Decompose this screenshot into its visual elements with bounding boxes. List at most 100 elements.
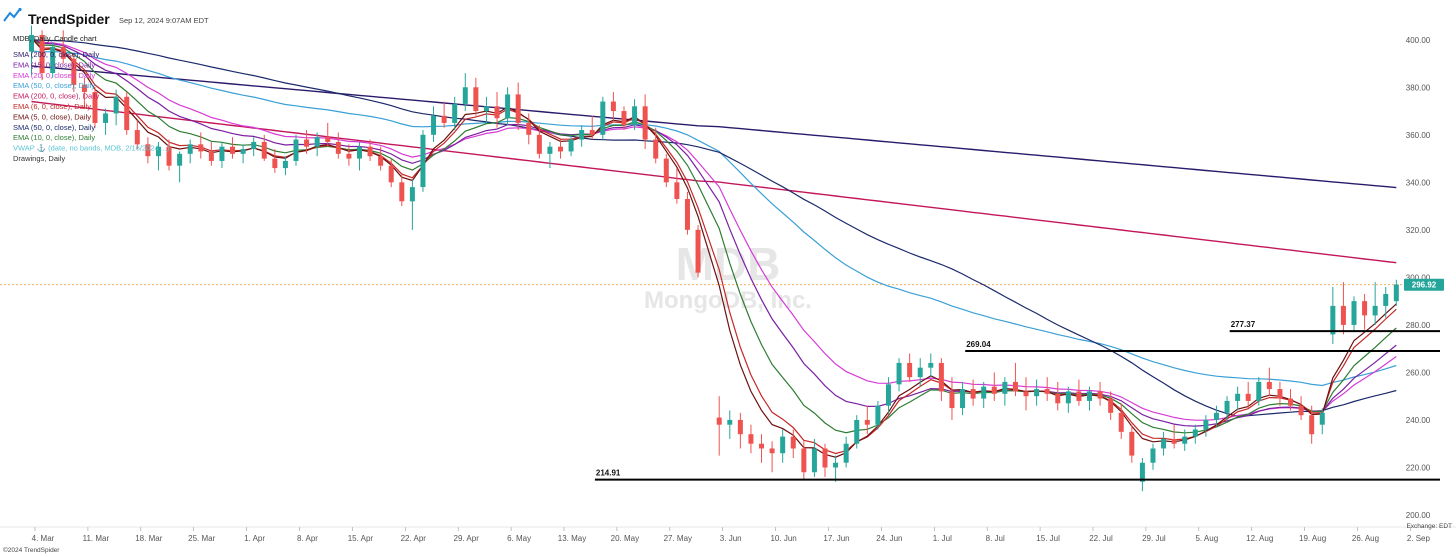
candle-body (1044, 389, 1050, 394)
candle-body (536, 134, 542, 154)
candle-body (769, 448, 775, 454)
candle-body (71, 58, 77, 85)
candle-body (1055, 393, 1061, 404)
ema15-line (31, 38, 1397, 427)
candle-body (1235, 393, 1241, 401)
y-tick-label: 380.00 (1406, 83, 1431, 92)
candle-body (420, 134, 426, 188)
candle-body (1298, 405, 1304, 416)
y-tick-label: 260.00 (1406, 368, 1431, 377)
candle-body (1150, 448, 1156, 463)
x-tick-label: 20. May (611, 534, 639, 543)
candle-body (854, 419, 860, 444)
x-tick-label: 1. Apr (244, 534, 265, 543)
candle-body (558, 146, 563, 152)
candle-body (970, 389, 976, 399)
x-tick-label: 22. Apr (401, 534, 427, 543)
candle-body (251, 141, 257, 150)
ema10-line (31, 38, 1397, 434)
ema20-line (31, 38, 1397, 421)
candle-body (208, 151, 214, 161)
candle-body (50, 46, 56, 74)
candle-body (155, 146, 161, 157)
candle-body (166, 146, 172, 166)
candle-body (346, 153, 352, 159)
candle-body (1340, 305, 1346, 325)
x-tick-label: 10. Jun (770, 534, 796, 543)
candle-body (1129, 431, 1135, 456)
candle-body (399, 182, 405, 202)
ema5-line (31, 37, 1397, 458)
level-label: 277.37 (1231, 320, 1256, 329)
header: TrendSpider Sep 12, 2024 9:07AM EDT MDB,… (3, 7, 209, 43)
candle-body (526, 122, 532, 135)
x-tick-label: 19. Aug (1299, 534, 1326, 543)
candle-body (473, 87, 479, 112)
candle-body (367, 146, 373, 157)
legend-item: EMA (15, 0, close), Daily (13, 60, 95, 69)
candle-body (1372, 305, 1378, 316)
y-tick-label: 360.00 (1406, 131, 1431, 140)
candle-body (1351, 301, 1357, 325)
candle-body (1362, 301, 1368, 316)
y-tick-label: 280.00 (1406, 321, 1431, 330)
candle-body (378, 156, 384, 166)
candle-body (833, 462, 839, 468)
candle-body (272, 158, 278, 169)
candle-body (452, 103, 458, 123)
x-tick-label: 22. Jul (1089, 534, 1113, 543)
last-price-badge (1404, 278, 1444, 291)
candle-body (356, 146, 362, 159)
candle-body (1002, 381, 1008, 394)
x-tick-label: 17. Jun (823, 534, 849, 543)
candle-body (409, 187, 415, 202)
trendspider-logo-icon (3, 7, 22, 22)
candle-body (727, 419, 733, 425)
candle-body (494, 106, 500, 119)
candle-body (483, 106, 489, 112)
candle-body (695, 229, 701, 273)
candle-body (843, 443, 849, 463)
level-label: 214.91 (596, 469, 621, 478)
candle-body (663, 158, 669, 183)
watermark-company: MongoDB, Inc. (644, 287, 812, 314)
chart-title: MDB, Daily, Candle chart (13, 34, 98, 43)
x-tick-label: 24. Jun (876, 534, 902, 543)
candle-body (1012, 381, 1018, 392)
x-tick-label: 27. May (664, 534, 692, 543)
legend-item: EMA (6, 0, close), Daily (13, 102, 91, 111)
candle-body (790, 436, 796, 449)
x-tick-label: 29. Jul (1142, 534, 1166, 543)
x-tick-label: 15. Apr (348, 534, 374, 543)
x-tick-label: 15. Jul (1036, 534, 1060, 543)
candle-body (515, 94, 521, 123)
x-tick-label: 29. Apr (454, 534, 480, 543)
candle-body (568, 139, 574, 152)
candle-body (505, 94, 511, 119)
candle-body (177, 153, 183, 166)
candle-body (462, 87, 468, 104)
legend-item: EMA (10, 0, close), Daily (13, 133, 95, 142)
legend-item: Drawings, Daily (13, 154, 65, 163)
candle-body (1034, 389, 1040, 397)
candle-body (134, 130, 140, 145)
candle-body (39, 35, 45, 74)
candle-body (938, 362, 944, 392)
candle-body (949, 391, 955, 409)
candle-body (1266, 381, 1272, 390)
candle-body (981, 386, 987, 399)
candle-body (1245, 393, 1251, 401)
legend-item: EMA (50, 0, close), Daily (13, 81, 95, 90)
candle-body (1023, 391, 1029, 397)
candle-body (885, 384, 891, 406)
candle-body (600, 101, 606, 135)
candle-body (748, 434, 754, 444)
y-tick-label: 240.00 (1406, 416, 1431, 425)
candle-body (219, 146, 225, 161)
axis-layer: 400.00 380.00 360.00 340.00 320.00 300.00 280.… (0, 36, 1456, 543)
x-tick-label: 8. Jul (986, 534, 1005, 543)
candle-body (737, 419, 743, 435)
x-tick-label: 12. Aug (1246, 534, 1273, 543)
header-timestamp: Sep 12, 2024 9:07AM EDT (119, 16, 209, 25)
candle-body (304, 139, 310, 147)
